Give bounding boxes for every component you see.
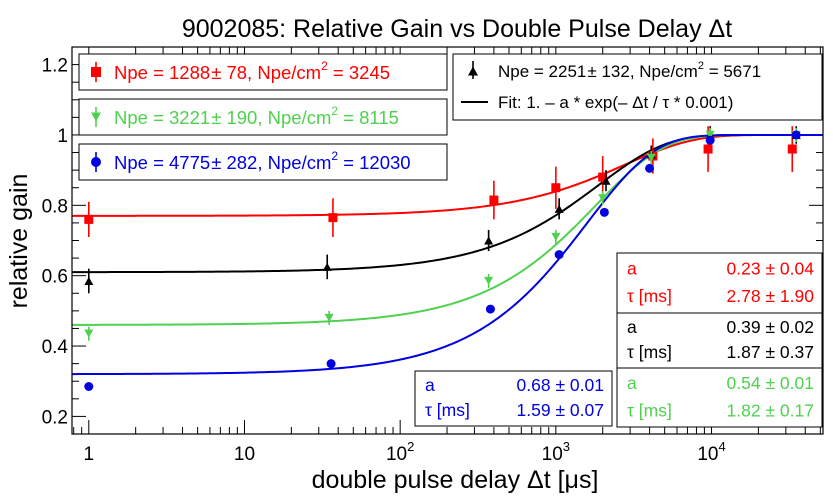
x-tick-label: 10 — [234, 444, 255, 465]
fit-curve-blue — [72, 133, 823, 376]
data-point-black — [554, 204, 564, 213]
param-a-label-red: a — [627, 259, 637, 279]
data-point-red — [551, 183, 561, 193]
param-box-red — [616, 252, 823, 314]
data-point-black — [322, 262, 332, 271]
param-a-label-blue: a — [425, 375, 435, 395]
data-point-red — [489, 195, 499, 205]
data-point-black — [484, 236, 494, 245]
param-box-green — [616, 367, 823, 428]
param-a-label-green: a — [627, 373, 637, 393]
data-point-green — [646, 153, 656, 162]
param-tau-label-red: τ [ms] — [627, 286, 672, 306]
param-box-black — [616, 312, 823, 369]
data-point-red — [703, 144, 713, 154]
data-point-black — [84, 276, 94, 286]
data-point-blue — [599, 207, 609, 217]
data-point-red — [328, 213, 338, 223]
legend-box-black — [452, 53, 823, 121]
param-a-value-red: 0.23 ± 0.04 — [727, 259, 815, 279]
legend-box-green — [78, 98, 448, 136]
data-point-green — [484, 276, 494, 286]
y-tick-label: 1 — [57, 126, 68, 147]
legend-text-green: Npe = 3221± 190, Npe/cm2 = 8115 — [114, 104, 399, 128]
legend-marker-blue — [91, 157, 101, 167]
param-a-label-black: a — [627, 317, 637, 337]
legend-text-blue: Npe = 4775± 282, Npe/cm2 = 12030 — [114, 149, 411, 173]
fit-curve-red — [72, 133, 823, 217]
y-tick-label: 1.2 — [42, 56, 68, 77]
plot-frame — [71, 46, 824, 435]
data-point-blue — [705, 135, 715, 145]
legend-marker-green — [91, 112, 101, 122]
param-tau-value-blue: 1.59 ± 0.07 — [517, 400, 604, 420]
legend-box-red — [78, 53, 448, 91]
param-tau-label-blue: τ [ms] — [425, 400, 470, 420]
data-point-red — [84, 214, 94, 224]
legend-fit-text: Fit: 1. – a * exp(– Δt / τ * 0.001) — [498, 93, 733, 112]
y-tick-label: 0.8 — [42, 196, 68, 217]
x-tick-label: 103 — [542, 439, 570, 465]
data-point-blue — [326, 359, 336, 369]
data-point-red — [598, 172, 608, 182]
data-point-blue — [485, 304, 495, 314]
param-tau-label-green: τ [ms] — [627, 400, 672, 420]
x-tick-label: 104 — [697, 439, 725, 465]
legend-text-black: Npe = 2251± 132, Npe/cm2 = 5671 — [498, 60, 761, 81]
x-axis-label: double pulse delay Δt [μs] — [312, 466, 599, 494]
x-tick-label: 1 — [84, 444, 95, 465]
param-tau-value-black: 1.87 ± 0.37 — [727, 342, 814, 362]
y-axis-label: relative gain — [5, 174, 33, 309]
y-tick-label: 0.4 — [42, 337, 69, 358]
data-point-green — [551, 232, 561, 242]
param-a-value-blue: 0.68 ± 0.01 — [517, 375, 604, 395]
legend-marker-black — [468, 66, 478, 76]
param-a-value-black: 0.39 ± 0.02 — [727, 317, 814, 337]
param-a-value-green: 0.54 ± 0.01 — [727, 373, 814, 393]
data-point-blue — [791, 130, 801, 140]
legend-box-blue — [78, 143, 448, 181]
param-tau-label-black: τ [ms] — [627, 342, 672, 362]
param-box-blue — [414, 370, 613, 427]
x-tick-label: 102 — [386, 439, 414, 465]
y-tick-label: 0.6 — [42, 267, 68, 288]
legend-text-red: Npe = 1288± 78, Npe/cm2 = 3245 — [114, 59, 390, 83]
data-point-green — [705, 130, 715, 140]
data-point-green — [598, 194, 608, 203]
data-point-green — [84, 329, 94, 338]
data-point-blue — [645, 163, 655, 173]
param-tau-value-red: 2.78 ± 1.90 — [727, 286, 815, 306]
chart-title: 9002085: Relative Gain vs Double Pulse D… — [182, 15, 732, 43]
param-tau-value-green: 1.82 ± 0.17 — [727, 400, 814, 420]
data-point-blue — [84, 382, 94, 392]
data-point-green — [324, 313, 334, 322]
y-tick-label: 0.2 — [42, 407, 68, 428]
legend-marker-red — [91, 67, 101, 77]
data-point-red — [787, 144, 797, 154]
data-point-black — [601, 176, 611, 185]
data-point-blue — [554, 250, 564, 260]
